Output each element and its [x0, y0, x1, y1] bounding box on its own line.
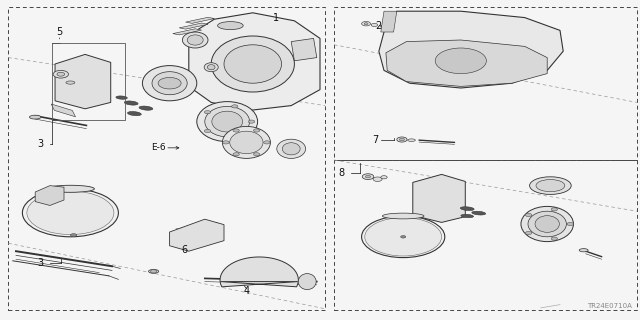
Text: 5: 5: [56, 27, 63, 37]
Circle shape: [362, 174, 374, 180]
Circle shape: [22, 189, 118, 237]
Polygon shape: [173, 29, 202, 35]
Polygon shape: [170, 219, 224, 251]
Polygon shape: [291, 38, 317, 61]
Ellipse shape: [205, 106, 250, 137]
Ellipse shape: [47, 185, 95, 192]
Circle shape: [253, 129, 260, 132]
Circle shape: [158, 77, 181, 89]
Circle shape: [232, 135, 238, 139]
Text: 4: 4: [243, 286, 250, 296]
Ellipse shape: [182, 32, 208, 48]
Ellipse shape: [148, 269, 159, 273]
Polygon shape: [179, 23, 208, 29]
Polygon shape: [51, 104, 76, 117]
Text: 3: 3: [37, 139, 44, 149]
Circle shape: [373, 177, 382, 181]
Text: 2: 2: [375, 20, 381, 31]
Ellipse shape: [383, 213, 424, 219]
Text: 8: 8: [338, 168, 344, 178]
Polygon shape: [413, 174, 465, 222]
Circle shape: [70, 234, 77, 237]
Ellipse shape: [277, 139, 306, 158]
Ellipse shape: [66, 81, 75, 84]
Polygon shape: [381, 11, 397, 32]
Polygon shape: [186, 17, 214, 23]
Ellipse shape: [187, 35, 204, 45]
Circle shape: [397, 137, 407, 142]
Text: 3: 3: [37, 258, 44, 268]
Circle shape: [365, 218, 442, 256]
Ellipse shape: [116, 96, 127, 99]
Circle shape: [204, 129, 211, 132]
Ellipse shape: [408, 139, 415, 141]
Ellipse shape: [298, 274, 316, 290]
Ellipse shape: [461, 214, 474, 218]
Ellipse shape: [530, 177, 571, 195]
Circle shape: [381, 176, 387, 179]
Ellipse shape: [528, 211, 566, 237]
Circle shape: [401, 236, 406, 238]
Circle shape: [27, 191, 114, 235]
Circle shape: [435, 48, 486, 74]
Circle shape: [525, 213, 532, 217]
Ellipse shape: [212, 111, 243, 132]
Polygon shape: [379, 11, 563, 88]
Circle shape: [551, 237, 557, 240]
Ellipse shape: [29, 115, 41, 119]
Circle shape: [399, 138, 404, 141]
Circle shape: [150, 270, 157, 273]
Ellipse shape: [204, 63, 218, 72]
Circle shape: [53, 70, 68, 78]
Ellipse shape: [139, 106, 153, 110]
Ellipse shape: [579, 249, 588, 252]
Ellipse shape: [124, 101, 138, 105]
Ellipse shape: [230, 131, 263, 154]
Circle shape: [525, 231, 532, 235]
Circle shape: [365, 175, 371, 178]
Circle shape: [204, 111, 211, 114]
Ellipse shape: [223, 126, 270, 158]
Circle shape: [362, 21, 371, 26]
Polygon shape: [189, 13, 320, 110]
Polygon shape: [35, 186, 64, 205]
Circle shape: [362, 216, 445, 258]
Circle shape: [248, 120, 255, 123]
Polygon shape: [220, 257, 298, 287]
Ellipse shape: [282, 143, 300, 155]
Circle shape: [223, 141, 229, 144]
Ellipse shape: [207, 65, 215, 70]
Ellipse shape: [472, 211, 486, 215]
Circle shape: [551, 208, 557, 211]
Circle shape: [567, 222, 573, 226]
Ellipse shape: [224, 45, 282, 83]
Circle shape: [57, 72, 65, 76]
Circle shape: [253, 153, 260, 156]
Polygon shape: [386, 40, 547, 86]
Ellipse shape: [521, 206, 573, 242]
Circle shape: [371, 23, 378, 27]
Ellipse shape: [218, 22, 243, 30]
Polygon shape: [55, 54, 111, 109]
Circle shape: [233, 153, 239, 156]
Circle shape: [232, 105, 238, 108]
Ellipse shape: [211, 36, 294, 92]
Ellipse shape: [197, 102, 257, 141]
Ellipse shape: [536, 180, 564, 192]
Circle shape: [233, 129, 239, 132]
Ellipse shape: [127, 112, 141, 116]
Circle shape: [264, 141, 270, 144]
Ellipse shape: [460, 207, 474, 211]
Ellipse shape: [143, 66, 197, 101]
Ellipse shape: [535, 216, 559, 232]
Circle shape: [364, 23, 368, 25]
Text: 6: 6: [181, 245, 188, 255]
Text: E-6: E-6: [152, 143, 166, 152]
Ellipse shape: [152, 72, 188, 95]
Text: 7: 7: [372, 135, 379, 145]
Text: 1: 1: [273, 12, 280, 23]
Text: TR24E0710A: TR24E0710A: [588, 303, 632, 309]
